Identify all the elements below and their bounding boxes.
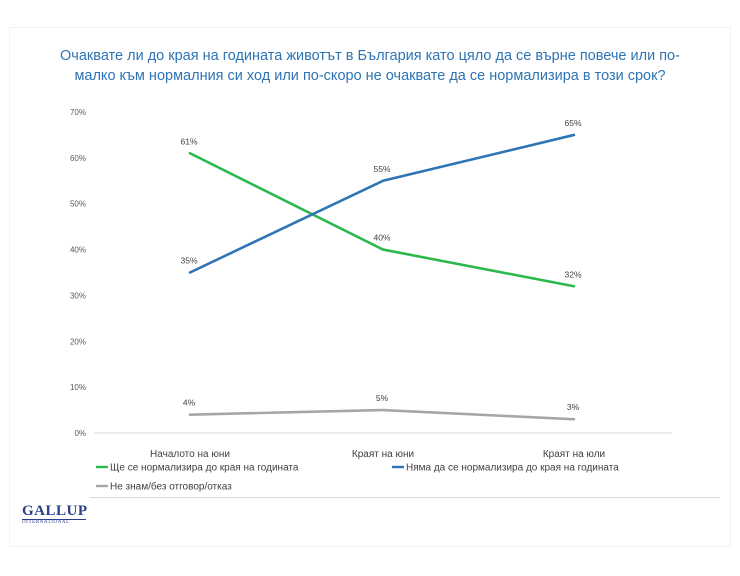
chart-title: Очаквате ли до края на годината животът …: [60, 48, 680, 84]
y-tick-label: 10%: [70, 383, 86, 392]
series-line: [188, 133, 576, 274]
series-line: [188, 408, 576, 421]
data-label: 35%: [180, 256, 197, 266]
x-tick-label: Началото на юни: [150, 449, 230, 460]
series-lines: [188, 133, 576, 421]
x-tick-label: Краят на юни: [352, 449, 414, 460]
y-tick-label: 60%: [70, 154, 86, 163]
chart-panel: [10, 28, 730, 546]
legend-item-label: Не знам/без отговор/отказ: [110, 481, 232, 493]
data-label: 61%: [180, 136, 197, 146]
y-axis: 0% 10% 20% 30% 40% 50% 60% 70%: [70, 108, 86, 438]
data-label: 5%: [376, 393, 389, 403]
data-label: 32%: [564, 269, 581, 279]
y-tick-label: 50%: [70, 200, 86, 209]
data-label: 4%: [183, 398, 196, 408]
data-label: 40%: [373, 233, 390, 243]
data-label: 3%: [567, 402, 580, 412]
series-line: [188, 151, 576, 288]
legend: Ще се нормализира до края на годината Ням…: [96, 463, 619, 493]
y-tick-label: 40%: [70, 246, 86, 255]
y-tick-label: 0%: [74, 429, 86, 438]
y-tick-label: 70%: [70, 108, 86, 117]
data-label: 65%: [564, 118, 581, 128]
x-axis: Началото на юни Краят на юни Краят на юли: [94, 432, 672, 460]
gallup-logo: GALLUP INTERNATIONAL: [22, 503, 88, 526]
data-label: 55%: [373, 164, 390, 174]
legend-item-label: Ще се нормализира до края на годината: [110, 463, 299, 474]
legend-item-label: Няма да се нормализира до края на година…: [406, 463, 619, 474]
footer-divider: [90, 497, 720, 498]
logo-sub-text: INTERNATIONAL: [22, 519, 86, 526]
logo-main-text: GALLUP: [22, 503, 88, 519]
y-tick-label: 30%: [70, 291, 86, 300]
x-tick-label: Краят на юли: [543, 449, 605, 460]
y-tick-label: 20%: [70, 337, 86, 346]
data-labels: 61% 40% 32% 35% 55% 65% 4% 5% 3%: [180, 118, 581, 412]
